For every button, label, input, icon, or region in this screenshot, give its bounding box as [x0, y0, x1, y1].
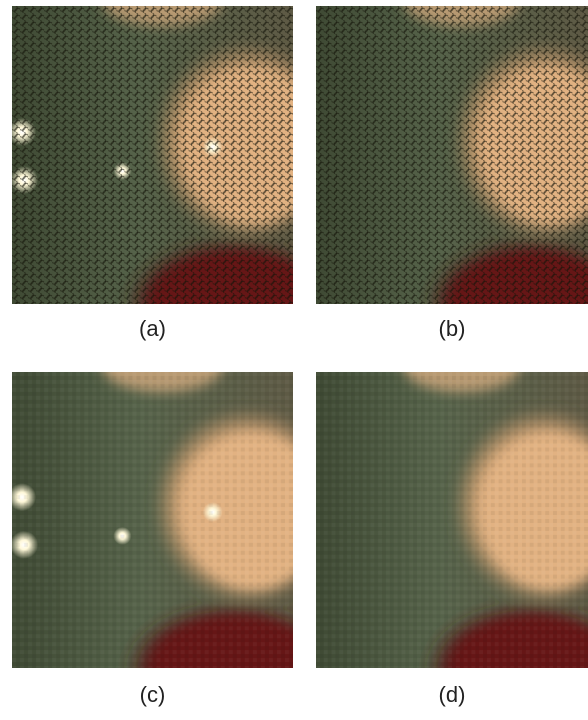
image-panel [316, 342, 588, 715]
panel-label: (b) [439, 316, 466, 341]
texture [316, 6, 588, 304]
texture [316, 372, 588, 668]
image-panel [8, 0, 343, 376]
texture [12, 6, 293, 304]
image-panel [8, 342, 343, 715]
texture [12, 372, 293, 668]
panel-label: (a) [139, 316, 166, 341]
panel-label: (d) [439, 682, 466, 707]
figure: (a) (b) (c) (d) [0, 0, 588, 715]
panel-label: (c) [140, 682, 166, 707]
